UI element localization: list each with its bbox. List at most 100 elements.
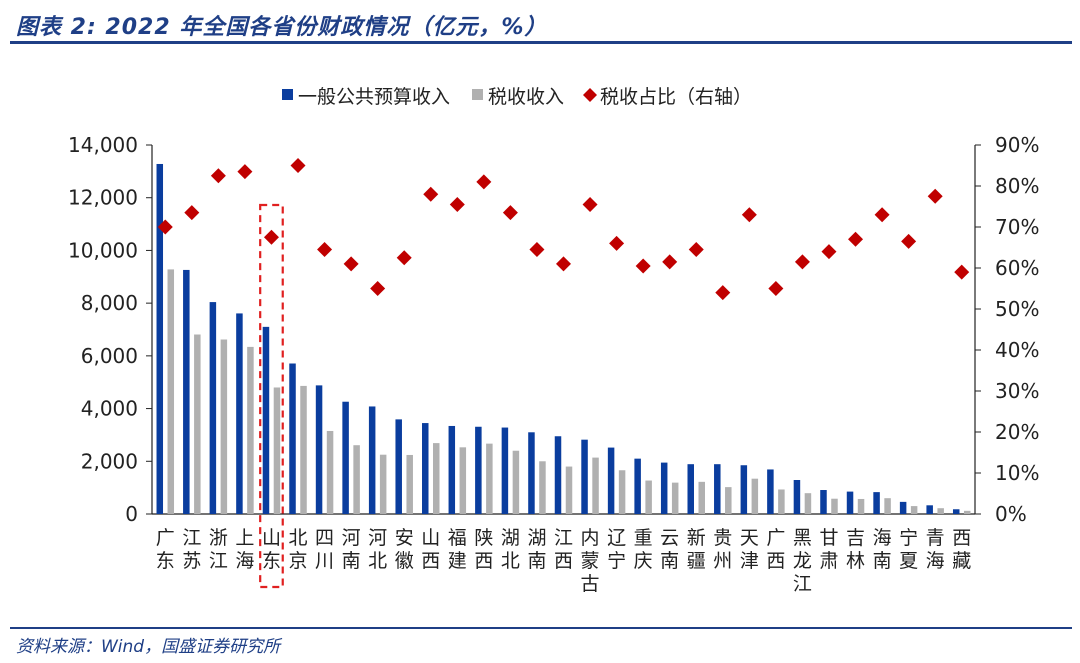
budget-revenue-bar — [714, 464, 721, 514]
budget-revenue-bar — [952, 509, 960, 514]
category-label: 吉林 — [846, 527, 865, 572]
left-axis-tick-label: 12,000 — [68, 186, 138, 210]
tax-ratio-marker — [927, 188, 943, 204]
budget-revenue-bar — [475, 426, 482, 514]
category-label: 广东 — [156, 527, 175, 572]
tax-revenue-bar — [645, 480, 652, 514]
tax-ratio-marker — [715, 285, 731, 301]
legend-swatch — [282, 89, 293, 100]
category-label: 江苏 — [182, 527, 201, 572]
tax-ratio-marker — [237, 164, 253, 180]
tax-ratio-marker — [210, 168, 226, 184]
tax-ratio-marker — [290, 158, 306, 173]
right-axis-tick-label: 70% — [995, 215, 1039, 239]
tax-ratio-marker — [476, 174, 492, 190]
category-label: 江西 — [554, 527, 573, 572]
right-axis-tick-label: 50% — [995, 297, 1039, 321]
left-axis-tick-label: 10,000 — [68, 238, 138, 262]
category-label: 河南 — [342, 527, 361, 572]
tax-ratio-marker — [370, 281, 386, 296]
budget-revenue-bar — [554, 436, 562, 514]
category-label: 甘肃 — [819, 527, 838, 572]
budget-revenue-bar — [820, 490, 827, 514]
tax-ratio-marker — [848, 231, 864, 247]
tax-revenue-bar — [963, 510, 971, 514]
figure-title: 图表 2: 2022 年全国各省份财政情况（亿元，%） — [16, 15, 548, 40]
category-label: 天津 — [740, 527, 759, 572]
tax-revenue-bar — [725, 487, 732, 514]
tax-revenue-bar — [857, 498, 865, 514]
budget-revenue-bar — [528, 432, 535, 514]
legend-label: 一般公共预算收入 — [298, 86, 450, 108]
tax-revenue-bar — [406, 454, 413, 514]
tax-ratio-marker — [901, 233, 917, 249]
category-label: 北京 — [289, 527, 308, 572]
left-axis-tick-label: 14,000 — [68, 133, 138, 157]
tax-revenue-bar — [592, 457, 599, 514]
tax-revenue-bar — [937, 508, 944, 514]
tax-revenue-bar — [167, 269, 175, 514]
left-axis-tick-label: 2,000 — [81, 449, 138, 473]
left-axis-tick-label: 8,000 — [81, 291, 138, 315]
tax-revenue-bar — [486, 443, 493, 514]
tax-revenue-bar — [433, 443, 440, 514]
tax-revenue-bar — [247, 346, 254, 514]
budget-revenue-bar — [899, 501, 907, 514]
legend-label: 税收占比（右轴） — [600, 86, 752, 108]
category-label: 青海 — [926, 527, 945, 572]
category-label: 山西 — [421, 527, 440, 572]
tax-ratio-marker — [609, 235, 625, 251]
tax-ratio-marker — [874, 207, 890, 223]
tax-revenue-bar — [804, 493, 812, 514]
budget-revenue-bar — [607, 447, 615, 514]
tax-ratio-marker — [502, 205, 518, 221]
right-axis-tick-label: 80% — [995, 174, 1039, 198]
tax-ratio-marker — [423, 186, 439, 202]
budget-revenue-bar — [289, 363, 296, 514]
right-axis-tick-label: 20% — [995, 420, 1039, 444]
budget-revenue-bar — [660, 462, 668, 514]
figure-header: 图表 2: 2022 年全国各省份财政情况（亿元，%） — [10, 4, 1072, 40]
right-axis-tick-label: 90% — [995, 133, 1039, 157]
budget-revenue-bar — [209, 302, 217, 514]
tax-ratio-marker — [184, 205, 200, 221]
tax-ratio-marker — [582, 196, 598, 212]
category-label: 上海 — [235, 527, 254, 572]
left-axis-tick-label: 0 — [125, 502, 138, 526]
budget-revenue-bar — [183, 269, 190, 514]
legend-label: 税收收入 — [488, 86, 564, 108]
category-label: 浙江 — [209, 527, 228, 572]
budget-revenue-bar — [315, 385, 323, 514]
budget-revenue-bar — [262, 326, 270, 514]
right-axis-tick-label: 0% — [995, 502, 1027, 526]
tax-ratio-marker — [449, 196, 465, 212]
tax-ratio-marker — [954, 264, 970, 280]
tax-revenue-bar — [778, 489, 785, 514]
right-axis-tick-label: 30% — [995, 379, 1039, 403]
category-label: 内蒙古 — [581, 527, 600, 595]
category-label: 河北 — [368, 527, 387, 572]
legend-swatch — [583, 88, 597, 102]
category-label: 广西 — [766, 527, 785, 572]
footer-rule — [10, 627, 1072, 629]
category-label: 山东 — [262, 527, 281, 572]
left-axis-tick-label: 6,000 — [81, 344, 138, 368]
tax-ratio-marker — [741, 207, 757, 223]
tax-ratio-marker — [396, 250, 412, 266]
category-label: 海南 — [873, 527, 892, 572]
header-rule — [10, 41, 1072, 44]
category-label: 云南 — [660, 527, 679, 572]
budget-revenue-bar — [368, 406, 376, 514]
category-label: 湖南 — [527, 527, 546, 572]
tax-revenue-bar — [300, 385, 307, 514]
tax-revenue-bar — [273, 387, 281, 514]
right-axis-tick-label: 60% — [995, 256, 1039, 280]
tax-revenue-bar — [539, 461, 546, 514]
highlight-box — [259, 203, 284, 589]
tax-revenue-bar — [512, 450, 520, 514]
budget-revenue-bar — [501, 427, 509, 514]
category-label: 重庆 — [634, 527, 653, 572]
budget-revenue-bar — [793, 479, 801, 514]
budget-revenue-bar — [395, 419, 402, 514]
